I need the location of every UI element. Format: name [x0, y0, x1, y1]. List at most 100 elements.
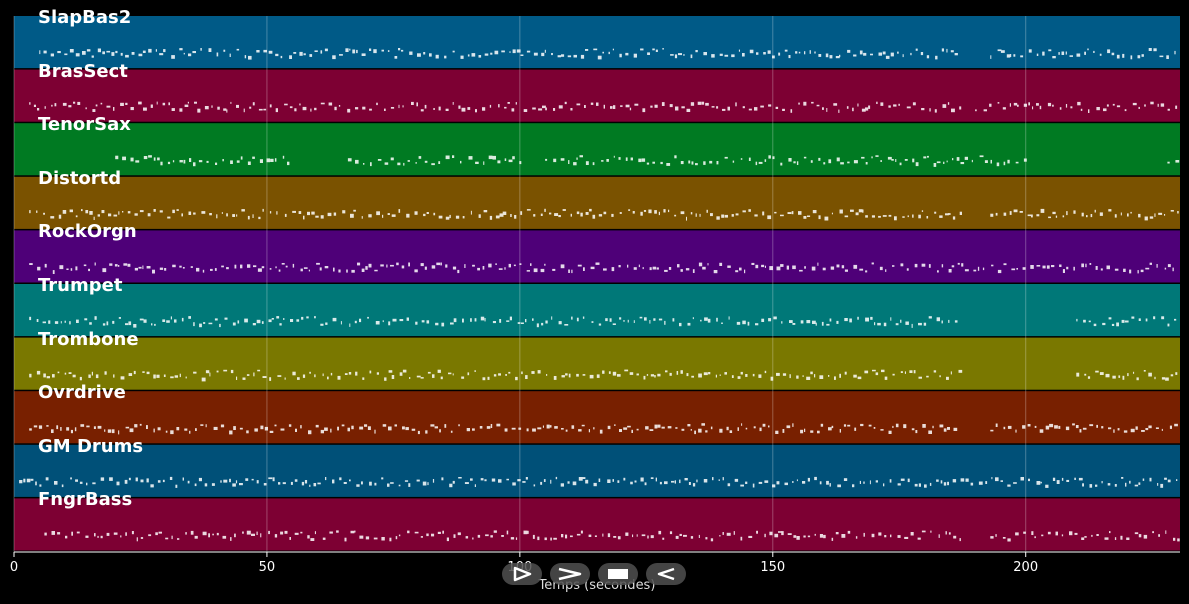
note [880, 160, 882, 162]
note [1003, 426, 1006, 430]
note [658, 530, 662, 535]
note [1120, 535, 1123, 540]
note [479, 426, 483, 429]
note [381, 49, 384, 52]
note [85, 210, 89, 214]
note [612, 371, 617, 376]
note [675, 535, 679, 539]
note [264, 426, 268, 431]
note [531, 371, 535, 374]
note [159, 210, 163, 213]
note [182, 477, 184, 481]
note [538, 108, 543, 111]
fast-forward-button[interactable] [550, 563, 590, 585]
note [187, 101, 189, 104]
note [630, 481, 633, 485]
note [322, 373, 324, 377]
note [381, 537, 385, 541]
note [782, 108, 785, 111]
note [537, 427, 542, 430]
note [627, 319, 629, 323]
note [399, 372, 403, 376]
note [525, 477, 528, 480]
note [1143, 534, 1148, 539]
note [1048, 216, 1051, 219]
note [561, 534, 564, 538]
note [205, 370, 210, 374]
note [1135, 426, 1138, 430]
note [1164, 267, 1167, 270]
note [567, 481, 570, 484]
note [146, 478, 149, 483]
note [661, 426, 665, 429]
note [453, 534, 456, 538]
note [654, 210, 657, 214]
note [1101, 481, 1103, 484]
note [812, 320, 816, 324]
note [179, 160, 183, 163]
note [165, 537, 169, 540]
note [904, 536, 909, 539]
note [66, 427, 70, 431]
note [947, 427, 950, 430]
note [748, 209, 751, 212]
note [815, 322, 817, 326]
note [1096, 534, 1099, 536]
note [480, 478, 484, 481]
note [612, 48, 614, 51]
note [611, 267, 615, 272]
note [271, 318, 274, 320]
note [501, 50, 505, 53]
note [767, 215, 772, 220]
note [75, 266, 78, 271]
note [774, 211, 777, 214]
note [681, 106, 685, 109]
note [43, 212, 45, 215]
note [236, 48, 240, 51]
note [332, 55, 336, 60]
note [662, 48, 664, 50]
note [1011, 268, 1016, 271]
track-notes [29, 262, 1174, 274]
note [1104, 537, 1109, 540]
note [134, 424, 138, 428]
note [1165, 530, 1167, 534]
note [43, 373, 46, 378]
track-notes [44, 530, 1180, 542]
note [576, 533, 581, 536]
note [314, 374, 316, 378]
note [698, 262, 703, 267]
note [324, 427, 328, 431]
note [453, 318, 457, 323]
note [634, 103, 639, 106]
note [598, 214, 603, 217]
note [679, 479, 681, 484]
note [726, 532, 731, 536]
note [943, 482, 947, 486]
stop-button[interactable] [598, 563, 638, 585]
note [954, 320, 958, 323]
note [438, 161, 441, 164]
note [568, 373, 571, 378]
play-button[interactable] [502, 563, 542, 585]
note [543, 479, 546, 482]
note [221, 212, 223, 214]
note [57, 51, 61, 54]
note [814, 476, 817, 481]
note [764, 533, 766, 538]
note [69, 209, 73, 213]
note [179, 48, 183, 51]
note [138, 266, 142, 269]
note [88, 374, 91, 378]
note [690, 212, 693, 215]
note [742, 106, 745, 109]
note [585, 479, 589, 484]
rewind-button[interactable] [646, 563, 686, 585]
note [310, 108, 312, 112]
note [601, 160, 604, 162]
note [782, 373, 787, 376]
note [275, 53, 279, 57]
note [426, 212, 429, 214]
note [480, 316, 485, 321]
note [554, 426, 558, 429]
